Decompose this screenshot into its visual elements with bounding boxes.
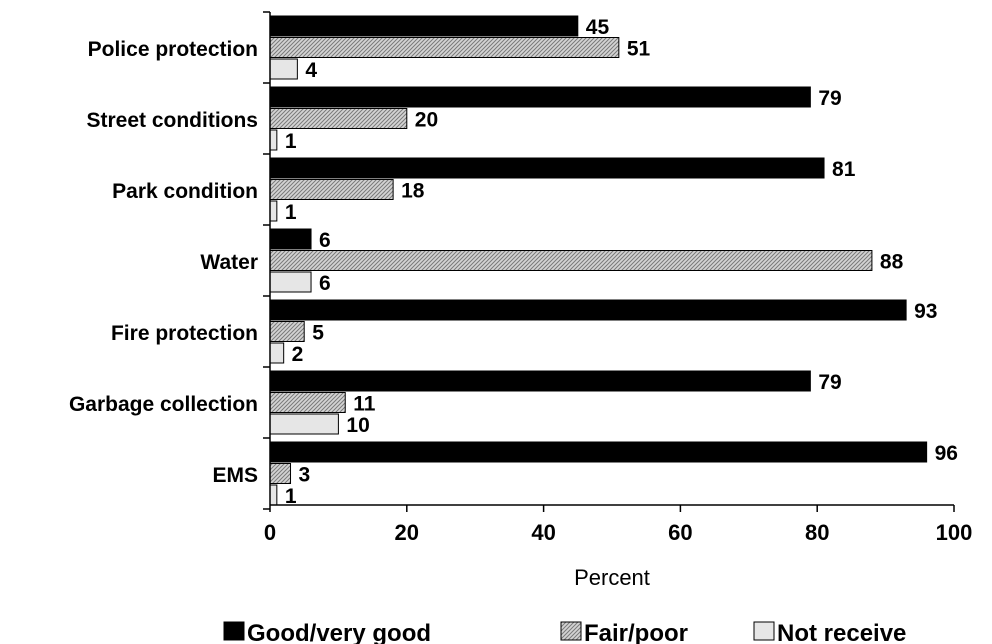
legend-swatch-not-receive [753,621,775,641]
value-label-fair-poor-water: 88 [880,251,904,274]
value-label-good-very-good-water: 6 [319,229,331,252]
legend: Good/very good Fair/poor Not receive [223,620,906,644]
bar-fair-poor-park-condition [269,179,394,200]
bar-good-very-good-fire-protection [269,299,907,321]
bars-group [269,15,928,506]
value-label-fair-poor-fire-protection: 5 [312,322,324,345]
bar-not-receive-ems [269,484,278,506]
value-label-good-very-good-garbage-collection: 79 [818,371,841,394]
value-label-fair-poor-police-protection: 51 [627,38,651,61]
value-label-not-receive-water: 6 [319,272,331,295]
value-label-fair-poor-street-conditions: 20 [415,109,438,132]
x-tick-label-40: 40 [531,520,555,545]
x-tick-label-0: 0 [264,520,276,545]
bar-not-receive-fire-protection [269,342,285,364]
bar-not-receive-park-condition [269,200,278,222]
bar-good-very-good-park-condition [269,157,825,179]
category-label-fire-protection: Fire protection [111,322,258,345]
legend-label-good-very-good: Good/very good [247,620,431,644]
value-label-not-receive-police-protection: 4 [305,59,317,82]
value-label-not-receive-ems: 1 [285,485,297,508]
bar-fair-poor-garbage-collection [269,392,346,413]
bar-fair-poor-street-conditions [269,108,408,129]
legend-swatch-fair-poor [560,621,582,641]
bar-fair-poor-police-protection [269,37,620,58]
x-ticks-group: 0 20 40 60 80 100 [264,505,972,545]
bar-good-very-good-police-protection [269,15,579,37]
bar-good-very-good-water [269,228,312,250]
bar-not-receive-police-protection [269,58,298,80]
legend-swatch-good-very-good [223,621,245,641]
bar-fair-poor-fire-protection [269,321,305,342]
x-tick-label-20: 20 [395,520,419,545]
legend-label-fair-poor: Fair/poor [584,620,688,644]
value-label-fair-poor-ems: 3 [299,464,311,487]
bar-not-receive-street-conditions [269,129,278,151]
value-label-not-receive-park-condition: 1 [285,201,297,224]
value-label-not-receive-fire-protection: 2 [292,343,304,366]
value-label-good-very-good-street-conditions: 79 [818,87,841,110]
category-label-park-condition: Park condition [112,180,258,203]
bar-not-receive-water [269,271,312,293]
bar-not-receive-garbage-collection [269,413,339,435]
bar-good-very-good-garbage-collection [269,370,811,392]
x-tick-label-60: 60 [668,520,692,545]
category-label-street-conditions: Street conditions [86,109,258,132]
value-label-not-receive-garbage-collection: 10 [346,414,369,437]
x-tick-label-80: 80 [805,520,829,545]
category-label-water: Water [200,251,258,274]
bar-fair-poor-water [269,250,873,271]
value-label-good-very-good-fire-protection: 93 [914,300,937,323]
value-label-fair-poor-garbage-collection: 11 [353,393,376,416]
category-label-garbage-collection: Garbage collection [69,393,258,416]
value-label-good-very-good-police-protection: 45 [586,16,610,39]
value-label-good-very-good-ems: 96 [935,442,958,465]
bar-fair-poor-ems [269,463,292,484]
value-label-good-very-good-park-condition: 81 [832,158,856,181]
category-label-police-protection: Police protection [88,38,258,61]
bar-good-very-good-ems [269,441,928,463]
x-axis-title: Percent [574,565,650,590]
value-label-not-receive-street-conditions: 1 [285,130,297,153]
value-label-fair-poor-park-condition: 18 [401,180,425,203]
legend-label-not-receive: Not receive [777,620,906,644]
category-label-ems: EMS [212,464,258,487]
category-labels-group: Police protection Street conditions Park c… [69,11,270,510]
x-tick-label-100: 100 [936,520,973,545]
bar-good-very-good-street-conditions [269,86,811,108]
